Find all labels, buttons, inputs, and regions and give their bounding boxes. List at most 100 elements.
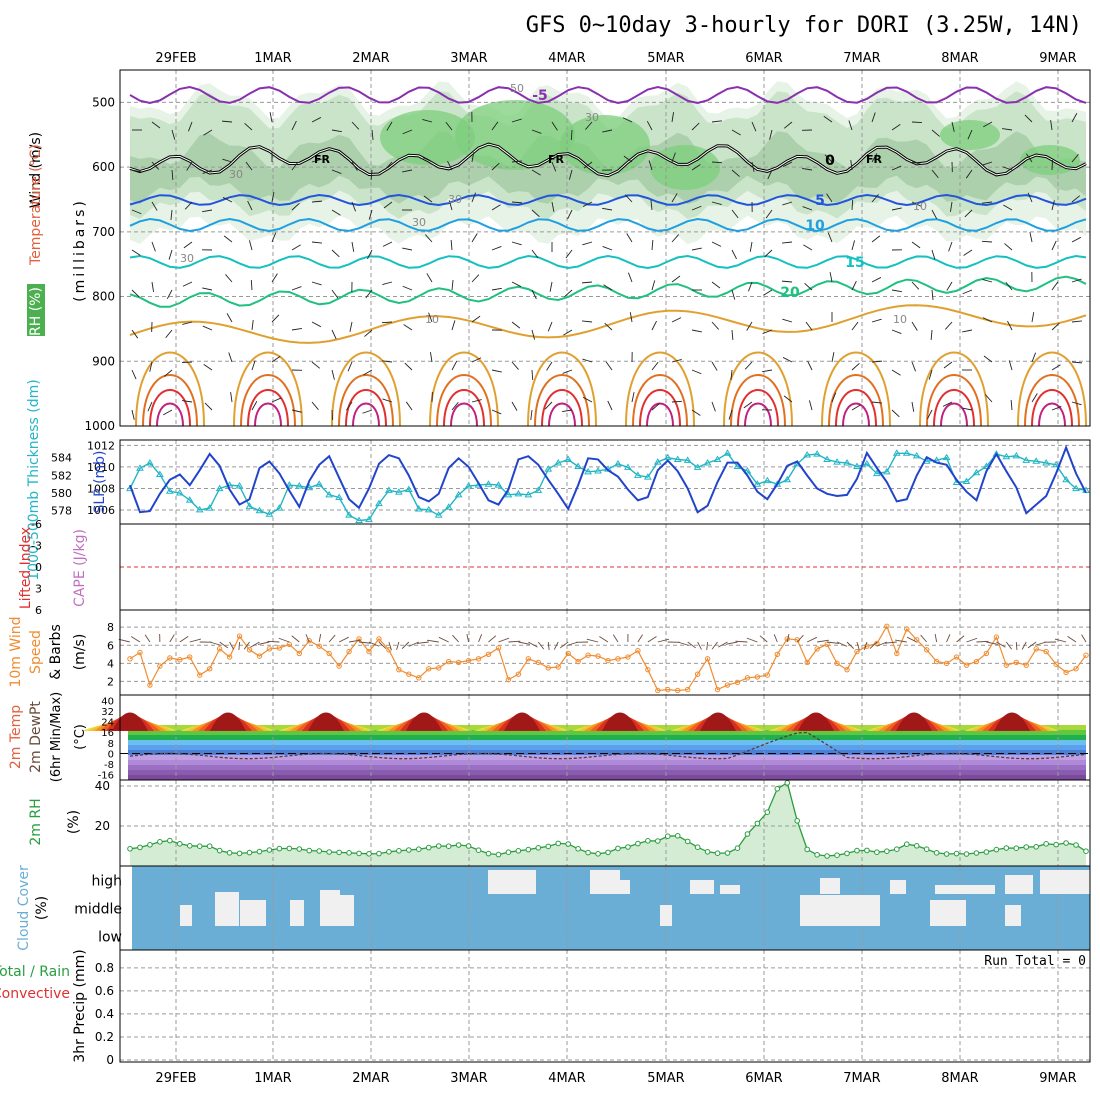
wind-speed-marker: [416, 675, 422, 681]
thickness-marker: [1002, 452, 1011, 460]
rh-marker: [555, 840, 562, 847]
temp-color-band: [128, 765, 1086, 770]
rh-marker: [196, 843, 203, 850]
rh-marker: [1003, 845, 1010, 851]
wind-speed-marker: [545, 665, 551, 671]
wind-barb: [804, 282, 813, 291]
wind-barb: [582, 320, 593, 323]
y-tick-label: 6: [35, 604, 42, 617]
wind-barb: [803, 244, 813, 251]
wind-speed-marker: [356, 636, 362, 642]
wind-speed-marker: [635, 647, 641, 654]
rh-marker: [903, 841, 910, 848]
wind-barb: [531, 169, 541, 176]
thickness-marker: [365, 515, 373, 523]
thickness-marker: [514, 489, 523, 497]
rh-marker: [376, 850, 382, 857]
y-tick-label: 20: [95, 819, 110, 833]
wind-barb: [982, 317, 993, 323]
panel-frame: [119, 439, 1091, 525]
wind-barb: [250, 279, 253, 291]
wind-barb: [222, 158, 233, 163]
wind-speed-marker: [854, 648, 860, 655]
wind-barb: [871, 277, 882, 283]
wind-barb: [1071, 278, 1082, 283]
wind-barb: [851, 404, 861, 411]
wind-barb: [182, 400, 193, 403]
thickness-marker: [703, 459, 712, 466]
wind-barb: [491, 245, 502, 251]
wind-barb: [944, 321, 953, 330]
rh-marker: [1073, 842, 1079, 848]
wind-barb: [151, 121, 161, 129]
cloud-block-middle: [1005, 905, 1021, 926]
wind-barb: [962, 289, 973, 295]
cloud-block-middle: [240, 900, 266, 926]
wind-barb: [782, 201, 793, 206]
thickness-marker: [982, 462, 991, 470]
wind-barb: [731, 249, 737, 260]
wind-barb: [149, 361, 153, 372]
wind-barb: [730, 369, 733, 380]
wind-barb-10m: [1005, 641, 1012, 650]
wind-barb: [368, 209, 373, 220]
y-tick-label: 0.8: [95, 961, 114, 975]
wind-barb: [582, 358, 593, 363]
x-tick-label: 8MAR: [941, 1071, 978, 1086]
rh-marker: [127, 846, 133, 852]
wind-barb-10m: [396, 641, 400, 650]
wind-speed-marker: [894, 650, 900, 657]
wind-barb: [223, 235, 233, 243]
wind-speed-marker: [286, 641, 293, 648]
wind-barb: [731, 169, 740, 177]
wind-barb: [564, 289, 573, 298]
cloud-level-label: middle: [74, 901, 122, 917]
wind-barb: [251, 401, 258, 411]
wind-speed-marker: [1023, 662, 1029, 668]
wind-barb: [824, 154, 833, 163]
legend-convective: Convective: [0, 986, 70, 1002]
wind-barb: [871, 153, 878, 163]
wind-barb: [711, 281, 721, 289]
wind-barb: [585, 121, 593, 130]
wind-barb: [362, 409, 373, 414]
wind-speed-marker: [396, 666, 402, 673]
wind-barb: [426, 273, 433, 283]
wind-barb: [782, 357, 793, 363]
rh-marker: [206, 843, 213, 850]
wind-barb: [769, 129, 773, 140]
wind-barb: [491, 121, 499, 131]
wind-barb-10m: [1067, 635, 1077, 643]
wind-barb: [808, 400, 813, 411]
thickness-marker: [295, 482, 304, 489]
wind-barb: [1029, 232, 1033, 243]
wind-barb-10m: [488, 635, 497, 643]
axis-label-minmax: (6hr Min/Max): [49, 692, 64, 782]
wind-speed-marker: [884, 623, 890, 629]
wind-barb: [531, 369, 534, 381]
wind-barb: [331, 209, 341, 216]
wind-barb: [544, 401, 553, 410]
wind-speed-marker: [127, 656, 133, 662]
wind-barb: [871, 360, 883, 363]
y-tick-label: 900: [92, 354, 115, 368]
cloud-block-middle: [340, 895, 354, 926]
thickness-marker: [375, 499, 383, 507]
axis-label-percent: (%): [34, 896, 50, 920]
wind-barb: [871, 318, 882, 323]
y-tick-label: 8: [107, 621, 114, 634]
wind-barb: [1071, 154, 1079, 163]
freezing-level-label: FR: [314, 153, 331, 166]
wind-barb-10m: [219, 641, 229, 649]
wind-barb: [568, 169, 573, 180]
wind-barb-10m: [401, 641, 410, 649]
wind-barb-10m: [637, 634, 643, 643]
wind-barb: [782, 161, 793, 168]
wind-barb: [271, 355, 281, 363]
wind-barb: [351, 241, 355, 252]
x-tick-label-top: 7MAR: [843, 51, 880, 66]
wind-barb-10m: [647, 636, 657, 643]
wind-speed-line: [129, 624, 1087, 692]
wind-barb-10m: [884, 641, 897, 644]
rh-marker: [326, 849, 332, 855]
